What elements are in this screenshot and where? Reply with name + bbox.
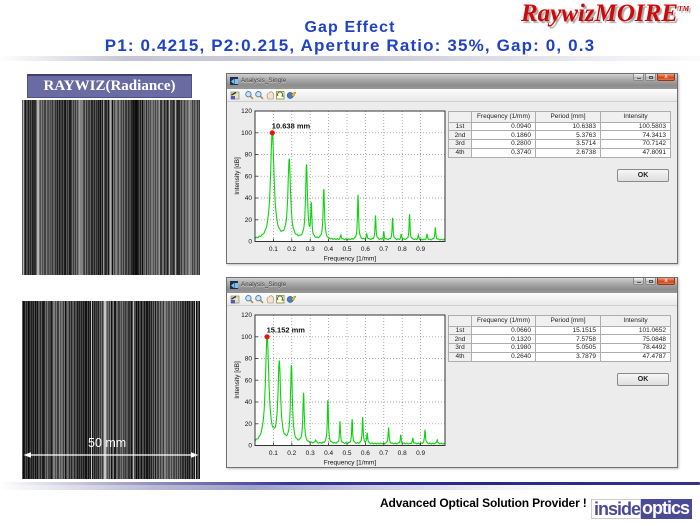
svg-text:0.1: 0.1 — [269, 246, 278, 253]
svg-text:10.638 mm: 10.638 mm — [272, 121, 311, 130]
svg-text:100: 100 — [241, 334, 252, 341]
svg-text:80: 80 — [245, 356, 253, 363]
svg-text:20: 20 — [245, 217, 253, 224]
svg-text:60: 60 — [245, 378, 253, 385]
svg-text:0.9: 0.9 — [416, 450, 425, 457]
svg-text:80: 80 — [245, 152, 253, 159]
svg-text:0.3: 0.3 — [306, 246, 315, 253]
svg-text:0.2: 0.2 — [287, 450, 296, 457]
svg-text:0.2: 0.2 — [287, 246, 296, 253]
svg-text:0.9: 0.9 — [416, 246, 425, 253]
svg-text:40: 40 — [245, 399, 253, 406]
svg-text:40: 40 — [245, 195, 253, 202]
svg-text:0.7: 0.7 — [379, 450, 388, 457]
svg-text:Frequency [1/mm]: Frequency [1/mm] — [324, 460, 377, 467]
svg-text:0.5: 0.5 — [342, 246, 351, 253]
svg-text:0.7: 0.7 — [379, 246, 388, 253]
svg-text:0.6: 0.6 — [361, 246, 370, 253]
svg-text:60: 60 — [245, 174, 253, 181]
svg-text:Frequency [1/mm]: Frequency [1/mm] — [324, 256, 377, 263]
svg-text:0.6: 0.6 — [361, 450, 370, 457]
svg-text:Intensity [dB]: Intensity [dB] — [234, 157, 241, 195]
svg-text:0: 0 — [248, 443, 252, 450]
svg-text:0.3: 0.3 — [306, 450, 315, 457]
svg-text:100: 100 — [241, 130, 252, 137]
svg-text:0.1: 0.1 — [269, 450, 278, 457]
svg-text:120: 120 — [241, 108, 252, 115]
svg-text:0.8: 0.8 — [398, 450, 407, 457]
svg-text:0.5: 0.5 — [342, 450, 351, 457]
svg-text:0.4: 0.4 — [324, 450, 333, 457]
svg-text:0.8: 0.8 — [398, 246, 407, 253]
svg-text:20: 20 — [245, 421, 253, 428]
svg-text:120: 120 — [241, 312, 252, 319]
svg-text:0.4: 0.4 — [324, 246, 333, 253]
svg-text:Intensity [dB]: Intensity [dB] — [234, 361, 241, 399]
svg-text:15.152 mm: 15.152 mm — [267, 325, 306, 334]
svg-text:0: 0 — [248, 239, 252, 246]
